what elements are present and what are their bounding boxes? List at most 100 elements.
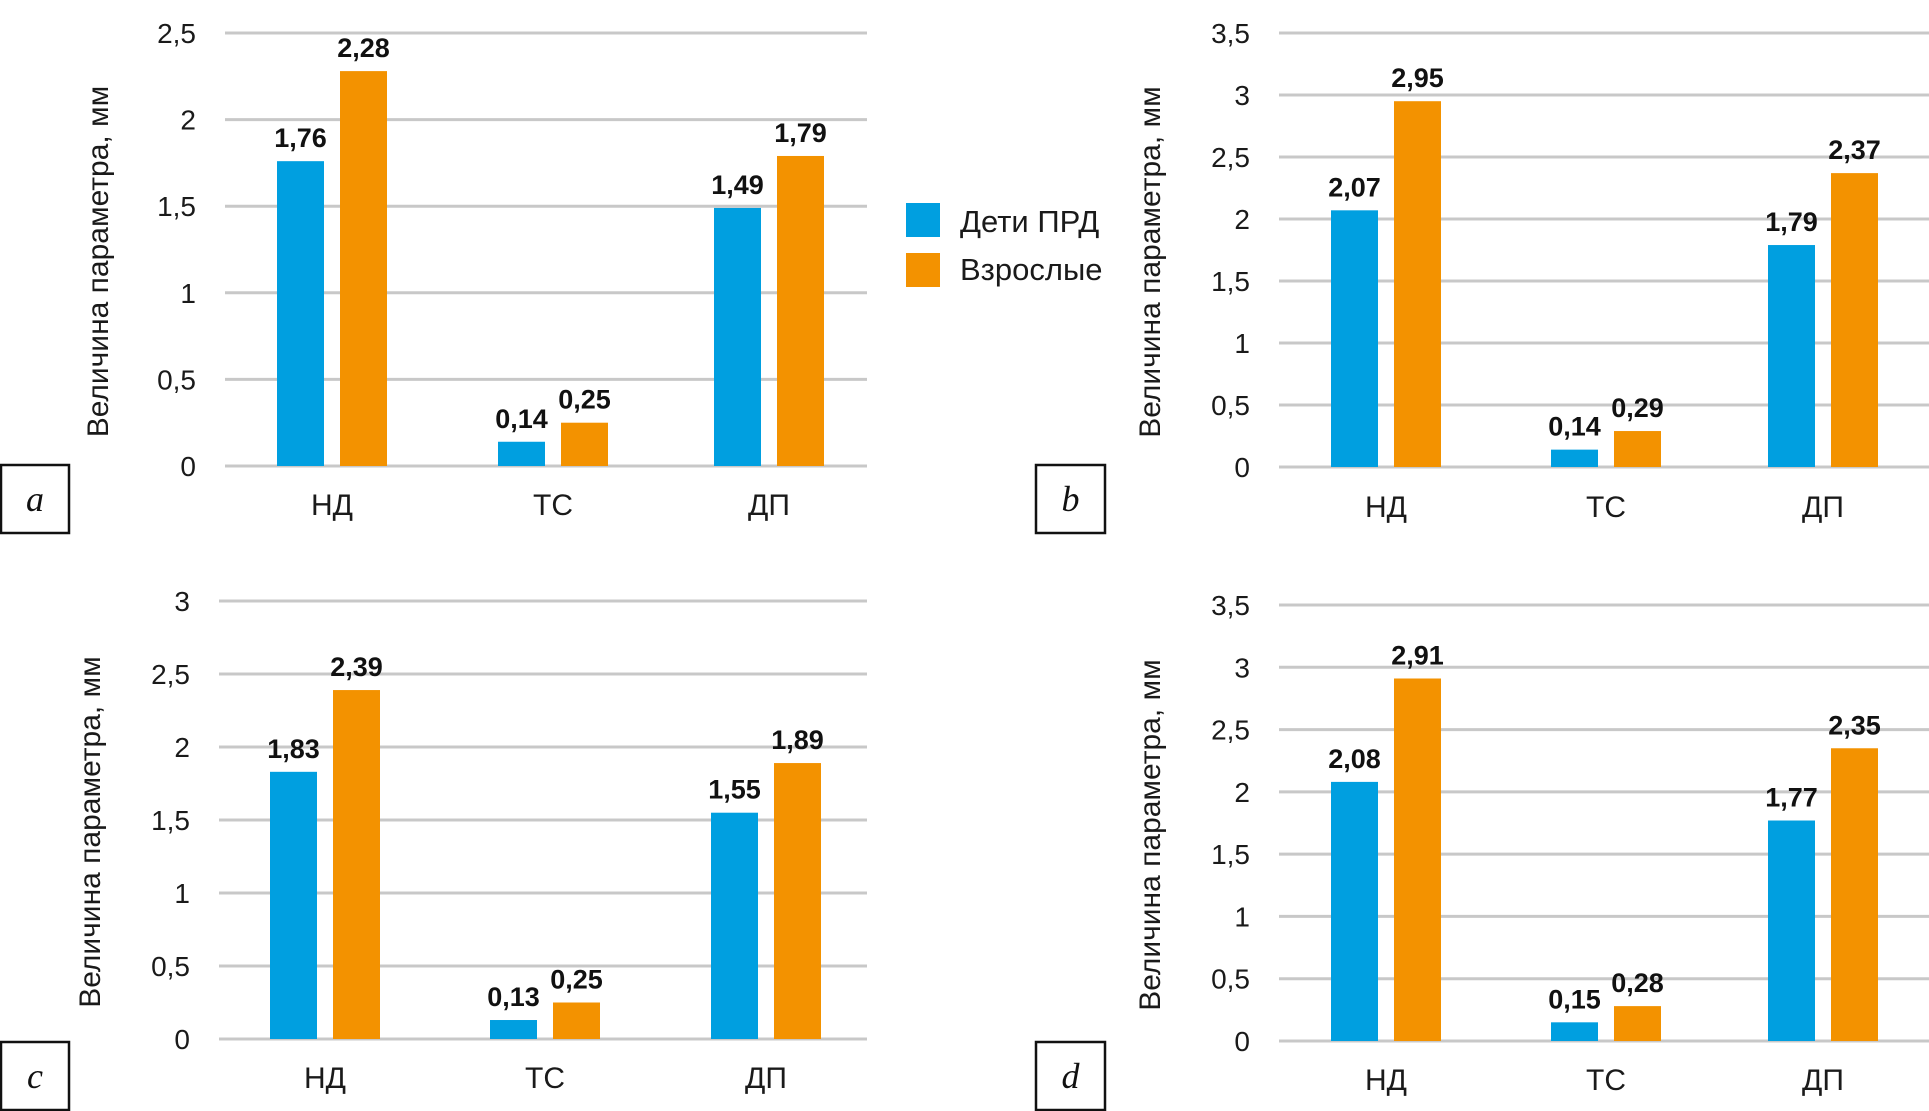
legend-label-adults: Взрослые [960,252,1102,287]
bar-adults [1394,678,1441,1041]
x-category-label: ТС [525,1062,565,1095]
bar-children [711,812,758,1039]
bar-children [714,207,761,466]
y-tick-label: 3 [1234,80,1250,111]
bar-children [498,441,545,466]
data-label-children: 1,77 [1765,783,1818,813]
data-label-adults: 0,29 [1611,393,1664,423]
y-axis-label: Величина параметра, мм [82,86,115,438]
legend-swatch-children [906,203,940,237]
y-tick-label: 0 [1234,452,1250,483]
y-tick-label: 2,5 [1211,715,1250,746]
y-tick-label: 1 [1234,901,1250,932]
bar-children [1768,245,1815,467]
y-tick-label: 1 [1234,328,1250,359]
y-tick-label: 1,5 [157,191,196,222]
y-tick-label: 0,5 [151,951,190,982]
chart-panel-d: 0 0,5 1 1,5 2 2,5 3 3,5 Величина параметра, мм 2,… [1034,590,1929,1111]
y-tick-label: 0,5 [1211,390,1250,421]
bar-adults [1831,748,1878,1041]
y-axis-label: Величина параметра, мм [1134,86,1167,438]
data-label-adults: 2,35 [1828,710,1881,740]
data-label-adults: 2,37 [1828,135,1881,165]
y-tick-label: 1 [174,878,190,909]
data-label-adults: 2,28 [337,33,390,63]
bar-children [490,1020,537,1039]
data-label-children: 0,14 [1548,412,1601,442]
legend-swatch-adults [906,253,940,287]
bar-children [1768,820,1815,1041]
y-tick-label: 1,5 [1211,266,1250,297]
panel-label-box [1034,1040,1107,1111]
data-label-children: 1,55 [708,775,761,805]
y-tick-label: 2 [1234,204,1250,235]
bar-adults [553,1002,600,1039]
y-tick-label: 3,5 [1211,590,1250,621]
y-tick-label: 0 [174,1024,190,1055]
data-label-adults: 0,28 [1611,968,1664,998]
legend: Дети ПРД Взрослые [906,203,1102,287]
data-label-children: 0,13 [487,982,540,1012]
x-category-label: ТС [1586,1064,1626,1097]
data-label-children: 1,79 [1765,207,1818,237]
chart-panel-c: 0 0,5 1 1,5 2 2,5 3 Величина параметра, мм 1,83 2… [0,586,867,1111]
x-category-label: НД [311,489,353,522]
x-category-label: ДП [1802,491,1844,524]
panel-label-box [0,463,71,535]
panel-label: a [26,479,44,519]
y-tick-label: 1 [180,278,196,309]
chart-panel-a: 0 0,5 1 1,5 2 2,5 Величина параметра, мм 1,76 2,… [0,18,867,535]
data-label-adults: 1,79 [774,118,827,148]
y-tick-label: 3,5 [1211,18,1250,49]
bar-adults [1614,431,1661,467]
panel-label: c [27,1056,43,1096]
panel-label: b [1062,479,1080,519]
y-tick-label: 0,5 [157,364,196,395]
y-tick-label: 0 [180,451,196,482]
data-label-children: 0,14 [495,404,548,434]
y-tick-label: 2 [1234,777,1250,808]
data-label-adults: 2,39 [330,652,383,682]
bar-adults [1831,173,1878,467]
data-label-children: 2,07 [1328,172,1381,202]
legend-label-children: Дети ПРД [960,204,1099,239]
x-category-label: ТС [533,489,573,522]
data-label-adults: 0,25 [558,385,611,415]
x-category-label: НД [304,1062,346,1095]
y-tick-label: 2 [174,732,190,763]
data-label-adults: 0,25 [550,965,603,995]
x-category-label: ДП [1802,1064,1844,1097]
y-tick-label: 3 [174,586,190,617]
bar-children [270,771,317,1039]
bar-adults [777,155,824,467]
data-label-adults: 1,89 [771,725,824,755]
bar-adults [333,690,380,1039]
bar-adults [561,422,608,466]
bar-children [277,161,324,466]
data-label-children: 2,08 [1328,744,1381,774]
y-tick-label: 0 [1234,1026,1250,1057]
bar-children [1331,781,1378,1041]
y-axis-label: Величина параметра, мм [1134,659,1167,1011]
panel-label-box [0,1040,71,1111]
bar-adults [1614,1006,1661,1041]
bar-children [1551,1022,1598,1041]
bar-children [1331,210,1378,467]
y-tick-label: 3 [1234,652,1250,683]
y-tick-label: 1,5 [151,805,190,836]
bar-adults [340,71,387,466]
y-tick-label: 2 [180,105,196,136]
bar-adults [774,763,821,1039]
y-tick-label: 2,5 [157,18,196,49]
y-tick-label: 2,5 [151,659,190,690]
data-label-children: 0,15 [1548,984,1601,1014]
data-label-children: 1,49 [711,170,764,200]
panel-label: d [1062,1056,1081,1096]
data-label-children: 1,83 [267,734,320,764]
data-label-adults: 2,95 [1391,63,1444,93]
data-label-adults: 2,91 [1391,640,1444,670]
y-tick-label: 0,5 [1211,964,1250,995]
x-category-label: НД [1365,1064,1407,1097]
bar-children [1551,449,1598,467]
